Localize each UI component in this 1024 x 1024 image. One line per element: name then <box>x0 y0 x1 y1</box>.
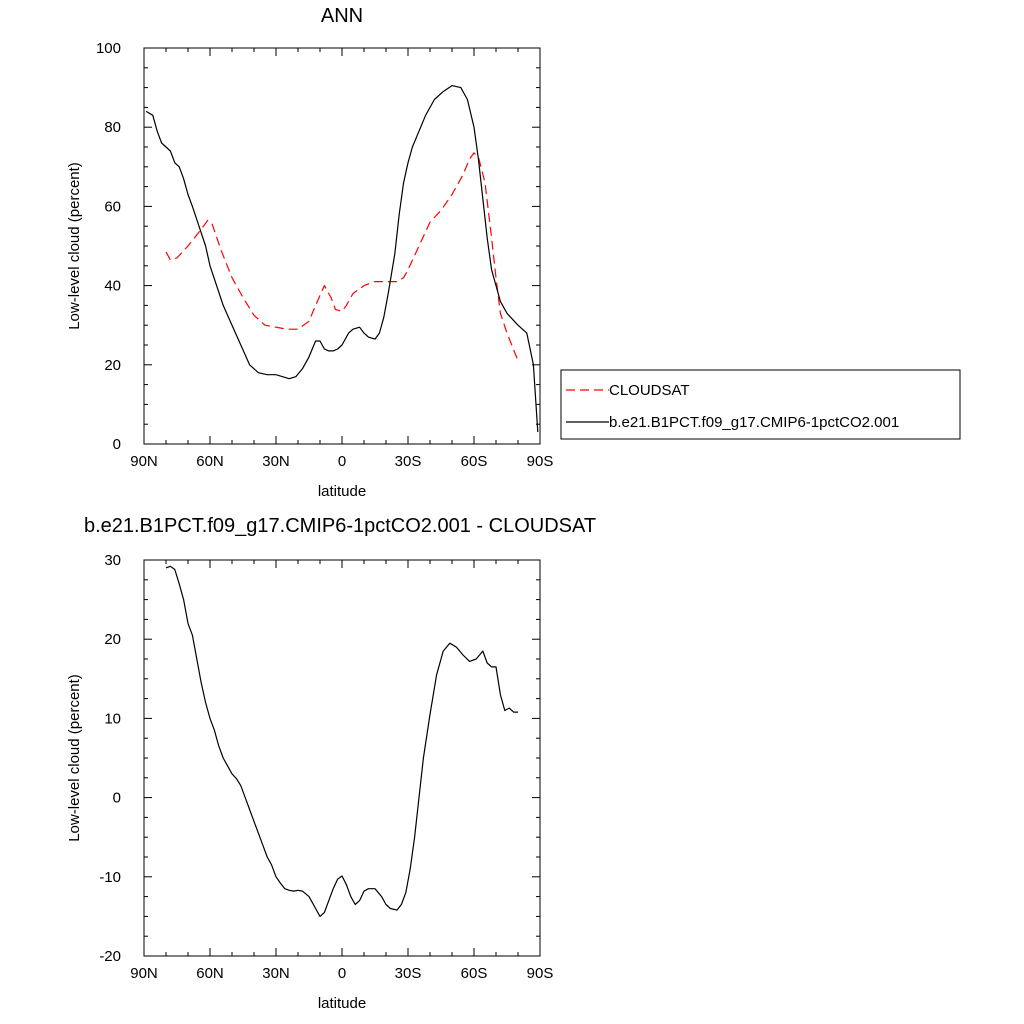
y-tick-label: 40 <box>104 278 121 295</box>
y-tick-label: 0 <box>113 790 121 807</box>
y-tick-label: 10 <box>104 710 121 727</box>
series-line-1 <box>145 85 539 433</box>
y-tick-label: 100 <box>96 40 121 57</box>
y-tick-label: 20 <box>104 357 121 374</box>
chart-annual-low-cloud: ANN 90N 60N 30N 0 30S 60S 90S 0 20 40 60 80 100 latitu… <box>66 5 961 500</box>
chart-title: b.e21.B1PCT.f09_g17.CMIP6-1pctCO2.001 - … <box>84 515 596 537</box>
y-tick-label: -20 <box>99 948 121 965</box>
x-tick-label: 30S <box>395 965 422 982</box>
series-line-0 <box>165 152 519 362</box>
x-tick-label: 0 <box>338 453 346 470</box>
y-axis-label: Low-level cloud (percent) <box>66 674 83 842</box>
legend-box <box>560 369 961 440</box>
y-tick-label: 0 <box>113 436 121 453</box>
chart-difference-low-cloud: b.e21.B1PCT.f09_g17.CMIP6-1pctCO2.001 - … <box>66 515 596 1012</box>
x-tick-label: 90N <box>130 453 158 470</box>
x-tick-label: 30N <box>262 965 290 982</box>
x-axis-label: latitude <box>318 483 366 500</box>
x-tick-label: 90S <box>527 965 554 982</box>
y-tick-label: 20 <box>104 631 121 648</box>
legend-entry: CLOUDSAT <box>609 382 690 399</box>
x-tick-label: 60N <box>196 965 224 982</box>
x-axis-label: latitude <box>318 995 366 1012</box>
plot-frame <box>143 559 541 957</box>
x-tick-label: 30S <box>395 453 422 470</box>
y-tick-label: -10 <box>99 869 121 886</box>
x-tick-label: 60N <box>196 453 224 470</box>
y-tick-label: 80 <box>104 119 121 136</box>
x-tick-label: 60S <box>461 453 488 470</box>
x-tick-label: 30N <box>262 453 290 470</box>
plot-frame <box>143 47 541 445</box>
y-axis-label: Low-level cloud (percent) <box>66 162 83 330</box>
y-tick-label: 30 <box>104 552 121 569</box>
legend-entry: b.e21.B1PCT.f09_g17.CMIP6-1pctCO2.001 <box>609 414 899 431</box>
series-line <box>165 565 518 917</box>
x-tick-label: 90S <box>527 453 554 470</box>
x-tick-label: 90N <box>130 965 158 982</box>
x-tick-label: 0 <box>338 965 346 982</box>
chart-title: ANN <box>321 5 363 27</box>
y-tick-label: 60 <box>104 198 121 215</box>
x-tick-label: 60S <box>461 965 488 982</box>
